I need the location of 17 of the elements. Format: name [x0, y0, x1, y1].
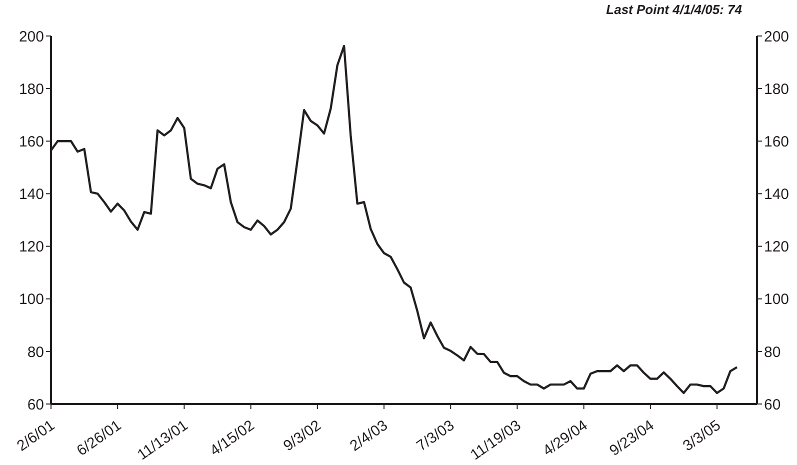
y-tick-label: 120	[18, 238, 44, 256]
y-tick-label: 160	[18, 133, 44, 150]
y-tick-label: 140	[18, 186, 44, 204]
y-tick-label: 180	[18, 80, 44, 98]
y2-tick-label: 80	[764, 344, 781, 361]
y-tick-label: 200	[18, 28, 44, 46]
y2-tick-label: 60	[764, 396, 781, 414]
y2-tick-label: 180	[764, 80, 790, 98]
y2-tick-label: 200	[764, 28, 790, 46]
y-tick-label: 60	[27, 396, 44, 414]
y2-tick-label: 120	[764, 238, 790, 256]
y2-tick-label: 140	[764, 186, 790, 204]
y2-tick-label: 100	[764, 291, 790, 308]
y2-tick-label: 160	[764, 133, 790, 150]
y-tick-label: 100	[18, 291, 44, 308]
y-tick-label: 80	[27, 344, 44, 361]
text: Last Point 4/1/4/05: 74	[606, 2, 742, 17]
